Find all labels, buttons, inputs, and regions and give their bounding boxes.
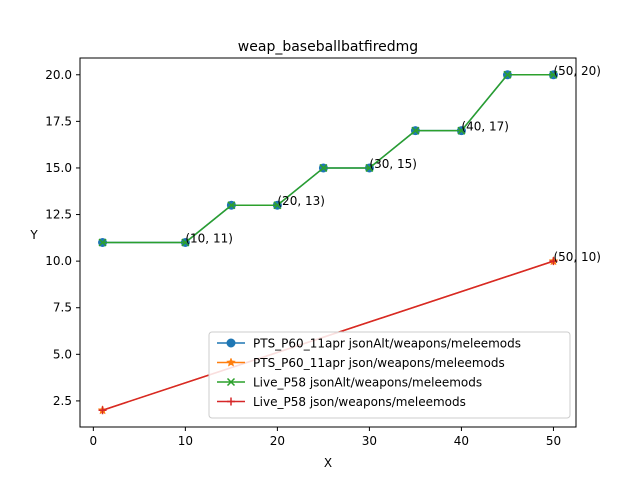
series-3-point: [549, 257, 558, 266]
x-tick-label: 0: [90, 434, 98, 448]
legend-label: Live_P58 jsonAlt/weapons/meleemods: [253, 376, 482, 390]
legend-swatch-marker: [226, 357, 236, 367]
legend-box: [208, 331, 571, 419]
legend-label: PTS_P60_11apr json/weapons/meleemods: [253, 356, 505, 370]
point-annotation: (50, 10): [553, 250, 601, 264]
series-2-point: [457, 126, 466, 135]
y-tick-label: 12.5: [45, 208, 72, 222]
point-annotation: (20, 13): [277, 194, 325, 208]
legend-swatch-marker: [227, 397, 235, 406]
y-tick-label: 7.5: [53, 301, 72, 315]
chart-title: weap_baseballbatfiredmg: [238, 39, 418, 55]
x-tick-label: 40: [454, 434, 469, 448]
series-2-point: [227, 201, 236, 210]
x-tick-label: 30: [362, 434, 377, 448]
series-2-point: [503, 70, 512, 79]
point-annotation: (10, 11): [185, 232, 233, 246]
series-2-point: [273, 201, 282, 210]
x-axis-label: X: [324, 456, 332, 470]
y-tick-label: 5.0: [53, 347, 72, 361]
y-axis-label: Y: [29, 228, 38, 242]
y-tick-label: 15.0: [45, 161, 72, 175]
series-2-point: [365, 163, 374, 172]
series-2-point: [98, 238, 107, 247]
x-tick-label: 50: [546, 434, 561, 448]
legend-swatch-marker: [226, 377, 236, 387]
series-2-point: [411, 126, 420, 135]
y-tick-label: 17.5: [45, 114, 72, 128]
y-tick-label: 20.0: [45, 68, 72, 82]
series-2-point: [549, 70, 558, 79]
legend-swatch-marker: [226, 338, 236, 348]
point-annotation: (50, 20): [553, 64, 601, 78]
legend: PTS_P60_11apr jsonAlt/weapons/meleemods P…: [208, 331, 571, 419]
point-annotation: (30, 15): [369, 157, 417, 171]
point-annotation: (40, 17): [461, 120, 509, 134]
plot-frame: [79, 57, 577, 428]
series-3-point: [98, 406, 107, 415]
legend-label: Live_P58 json/weapons/meleemods: [253, 395, 466, 409]
x-tick-label: 10: [178, 434, 193, 448]
series-2-point: [319, 163, 328, 172]
legend-label: PTS_P60_11apr jsonAlt/weapons/meleemods: [253, 337, 521, 351]
y-tick-label: 10.0: [45, 254, 72, 268]
x-tick-label: 20: [270, 434, 285, 448]
y-tick-label: 2.5: [53, 394, 72, 408]
series-2-line: [102, 74, 554, 244]
series-2-point: [181, 238, 190, 247]
